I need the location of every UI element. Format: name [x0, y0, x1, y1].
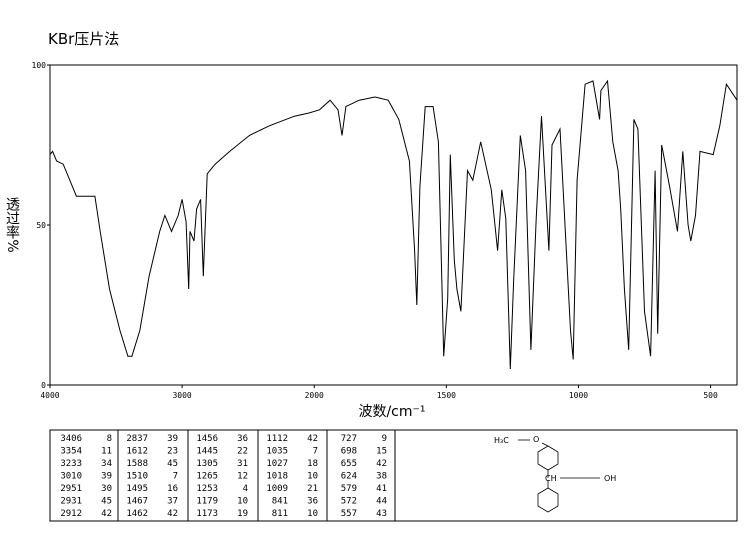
- table-cell: 30: [101, 484, 112, 494]
- table-cell: 18: [307, 459, 318, 469]
- x-tick-label: 4000: [40, 391, 59, 400]
- x-tick-label: 1500: [437, 391, 456, 400]
- table-cell: 1445: [196, 447, 218, 457]
- table-cell: 44: [376, 497, 387, 507]
- table-cell: 1612: [126, 447, 148, 457]
- table-cell: 1253: [196, 484, 218, 494]
- table-cell: 41: [376, 484, 387, 494]
- structure-drawing: [518, 439, 600, 513]
- table-cell: 39: [167, 434, 178, 444]
- table-cell: 1112: [266, 434, 288, 444]
- table-cell: 7: [313, 447, 318, 457]
- table-cell: 1588: [126, 459, 148, 469]
- table-cell: 16: [167, 484, 178, 494]
- table-cell: 2912: [60, 509, 82, 519]
- spectrum-line: [49, 79, 738, 370]
- table-cell: 8: [107, 434, 112, 444]
- x-tick-label: 500: [703, 391, 718, 400]
- table-cell: 811: [272, 509, 288, 519]
- table-cell: 12: [237, 472, 248, 482]
- table-cell: 2951: [60, 484, 82, 494]
- table-cell: 557: [341, 509, 357, 519]
- structure-label: H₃C: [494, 436, 509, 445]
- table-cell: 10: [237, 497, 248, 507]
- table-cell: 38: [376, 472, 387, 482]
- plot-frame: [49, 64, 738, 386]
- x-tick-label: 2000: [305, 391, 324, 400]
- table-cell: 572: [341, 497, 357, 507]
- y-axis-label: 透过率%: [4, 197, 20, 252]
- table-cell: 42: [307, 434, 318, 444]
- table-cell: 1035: [266, 447, 288, 457]
- table-cell: 23: [167, 447, 178, 457]
- table-cell: 19: [237, 509, 248, 519]
- table-cell: 21: [307, 484, 318, 494]
- table-dividers: [117, 430, 396, 521]
- structure-label: CH: [545, 474, 557, 483]
- table-cell: 3010: [60, 472, 82, 482]
- table-cell: 34: [101, 459, 112, 469]
- table-cell: 2837: [126, 434, 148, 444]
- x-tick-label: 1000: [569, 391, 588, 400]
- table-cell: 1027: [266, 459, 288, 469]
- table-cell: 2931: [60, 497, 82, 507]
- table-cell: 36: [307, 497, 318, 507]
- table-cell: 3354: [60, 447, 82, 457]
- table-cell: 1467: [126, 497, 148, 507]
- table-cell: 1009: [266, 484, 288, 494]
- table-cell: 4: [243, 484, 248, 494]
- table-cell: 15: [376, 447, 387, 457]
- table-cell: 698: [341, 447, 357, 457]
- table-cell: 3406: [60, 434, 82, 444]
- y-tick-label: 100: [32, 61, 47, 70]
- table-cell: 655: [341, 459, 357, 469]
- table-cell: 42: [101, 509, 112, 519]
- table-cell: 22: [237, 447, 248, 457]
- table-cell: 37: [167, 497, 178, 507]
- x-tick-label: 3000: [172, 391, 191, 400]
- table-cell: 45: [167, 459, 178, 469]
- table-cell: 1018: [266, 472, 288, 482]
- table-cell: 1462: [126, 509, 148, 519]
- chart-title: KBr压片法: [48, 30, 119, 48]
- y-tick-label: 0: [41, 381, 46, 390]
- table-cell: 9: [382, 434, 387, 444]
- table-cell: 3233: [60, 459, 82, 469]
- table-cell: 1456: [196, 434, 218, 444]
- table-cell: 1510: [126, 472, 148, 482]
- table-cell: 31: [237, 459, 248, 469]
- table-cell: 727: [341, 434, 357, 444]
- table-cell: 10: [307, 472, 318, 482]
- table-cell: 7: [173, 472, 178, 482]
- table-cell: 841: [272, 497, 288, 507]
- table-cell: 42: [376, 459, 387, 469]
- table-cell: 1173: [196, 509, 218, 519]
- table-cell: 10: [307, 509, 318, 519]
- y-tick-label: 50: [36, 221, 46, 230]
- table-cell: 36: [237, 434, 248, 444]
- table-cell: 42: [167, 509, 178, 519]
- x-axis-label: 波数/cm⁻¹: [358, 404, 425, 420]
- table-cell: 579: [341, 484, 357, 494]
- table-cell: 39: [101, 472, 112, 482]
- table-cell: 1265: [196, 472, 218, 482]
- table-cell: 624: [341, 472, 357, 482]
- table-cell: 1305: [196, 459, 218, 469]
- table-cell: 43: [376, 509, 387, 519]
- table-cell: 1495: [126, 484, 148, 494]
- structure-label: OH: [604, 474, 616, 483]
- table-cell: 45: [101, 497, 112, 507]
- table-cell: 11: [101, 447, 112, 457]
- table-cell: 1179: [196, 497, 218, 507]
- table-frame: [49, 429, 738, 522]
- structure-label: O: [533, 435, 539, 444]
